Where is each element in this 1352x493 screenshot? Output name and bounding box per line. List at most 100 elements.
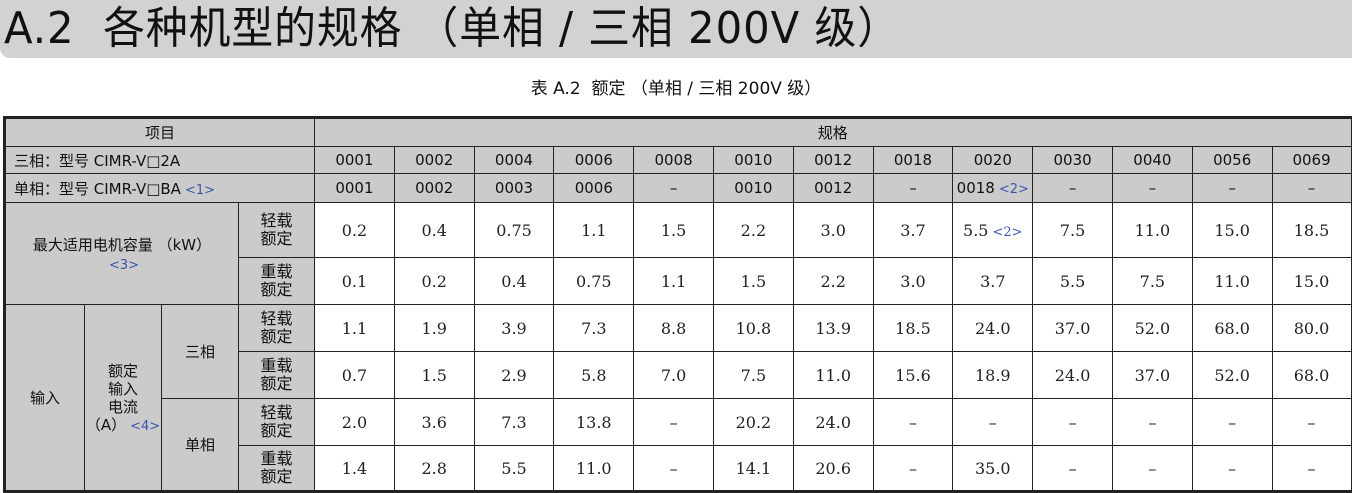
value-cell: 3.0 [792,202,874,258]
value-cell-text: 7.3 [581,318,607,338]
value-cell: 0.2 [393,257,475,305]
value-cell: 1.5 [713,257,794,305]
value-cell: 10.8 [713,304,794,352]
value-cell: – [1271,173,1352,203]
value-cell-text: 0004 [494,151,534,169]
value-cell: 18.9 [952,351,1034,399]
value-cell-text: 18.5 [1293,220,1330,240]
model-1ph-label-text: 单相：型号 CIMR-V□BA [14,179,181,198]
heavy-duty-label-text: 重载 额定 [260,262,293,299]
value-cell-text: 0006 [574,179,613,197]
value-cell-text: 3.7 [900,220,926,240]
value-cell-text: 14.1 [735,458,772,478]
value-cell: 0018 <2> [952,173,1034,203]
value-cell-text: 68.0 [1293,365,1330,385]
value-cell-text: 0.2 [421,271,447,291]
footnote-marker: <3> [108,258,140,273]
value-cell: 37.0 [1032,304,1113,352]
value-cell: 7.5 [1111,257,1193,305]
value-cell-text: 5.5 [501,458,527,478]
value-cell-text: 0002 [415,151,454,169]
value-cell-text: – [669,179,678,197]
value-cell: 0069 [1271,146,1352,174]
value-cell: 18.5 [1271,202,1352,258]
heavy-duty-label-text: 重载 额定 [260,449,293,486]
value-cell-text: 18.9 [974,365,1011,385]
value-cell-text: 0006 [574,151,613,169]
value-cell: 0003 [473,173,555,203]
header-item-text: 项目 [145,124,176,142]
value-cell: 0040 [1111,146,1193,174]
value-cell: 0.1 [314,257,395,305]
table-row: 项目 规格 [3,117,1352,147]
value-cell-text: 0.4 [421,220,447,240]
value-cell-text: – [908,458,917,478]
value-cell-text: 0001 [335,151,374,169]
value-cell-text: 11.0 [575,458,612,478]
value-cell-text: 1.5 [660,220,687,240]
value-cell-text: 7.5 [1059,220,1086,240]
value-cell-text: 0018 [893,151,933,169]
value-cell: – [1191,445,1273,492]
value-cell-text: 2.2 [740,220,767,240]
value-cell-text: 0002 [415,179,454,197]
value-cell-text: – [988,412,997,432]
value-cell-text: 0.75 [575,271,612,291]
value-cell-text: 0010 [734,179,773,197]
value-cell: – [1032,445,1113,492]
value-cell: 52.0 [1111,304,1193,352]
three-phase-label: 三相 [161,304,239,399]
value-cell-text: 0.1 [341,271,368,291]
value-cell-text: – [1307,412,1316,432]
value-cell: – [1032,173,1113,203]
value-cell-text: – [1228,412,1237,432]
value-cell: 0006 [553,173,635,203]
value-cell-text: 3.9 [501,318,527,338]
value-cell: 5.5 [473,445,555,492]
value-cell: 3.7 [952,257,1034,305]
input-label: 输入 [4,304,85,492]
value-cell-text: 80.0 [1293,318,1330,338]
value-cell-text: 2.9 [501,365,527,385]
value-cell-text: 0012 [814,179,853,197]
value-cell: 5.5 [1032,257,1113,305]
value-cell: 3.9 [473,304,555,352]
value-cell-text: – [1307,458,1316,478]
single-phase-label: 单相 [161,398,239,492]
value-cell: 0.7 [314,351,395,399]
value-cell: 15.6 [872,351,954,399]
value-cell: 7.5 [1032,202,1113,258]
value-cell-text: 37.0 [1054,318,1091,338]
value-cell-text: 0010 [734,151,773,169]
value-cell: 24.0 [1032,351,1113,399]
value-cell-text: 0012 [814,151,853,169]
value-cell-text: 68.0 [1214,318,1250,338]
value-cell: 0.2 [314,202,395,258]
value-cell: 7.3 [553,304,635,352]
table-row: 单相：型号 CIMR-V□BA <1> 0001 0002 0003 0006 – 0010 0… [3,173,1352,203]
value-cell-text: 8.8 [660,318,687,338]
value-cell: 0012 [792,173,874,203]
value-cell: – [1191,398,1273,446]
value-cell: – [872,398,954,446]
footnote-marker: <4> [130,418,161,434]
value-cell-text: 0001 [335,179,374,197]
value-cell-text: 52.0 [1134,318,1171,338]
value-cell-text: – [1068,458,1077,478]
value-cell: 8.8 [633,304,714,352]
value-cell: 0008 [633,146,714,174]
value-cell-text: – [669,412,678,432]
value-cell: – [1111,173,1193,203]
value-cell-text: 1.1 [660,271,687,291]
value-cell: 35.0 [952,445,1034,492]
light-duty-label: 轻载 额定 [237,398,316,446]
value-cell: 11.0 [1111,202,1193,258]
value-cell: 15.0 [1271,257,1352,305]
value-cell-text: 0020 [973,151,1012,169]
value-cell: 0001 [314,146,395,174]
model-3ph-label-text: 三相：型号 CIMR-V□2A [14,151,181,170]
rated-input-current-label-text: 额定 输入 电流 （A） [85,361,138,434]
value-cell: 0.4 [473,257,555,305]
value-cell: 2.0 [314,398,395,446]
light-duty-label-text: 轻载 额定 [260,211,293,248]
